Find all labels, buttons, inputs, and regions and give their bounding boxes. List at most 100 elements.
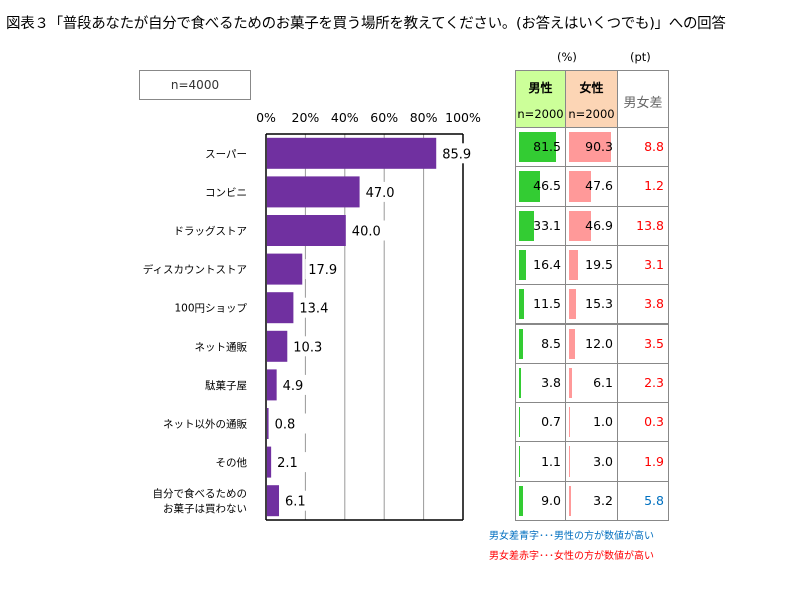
value-label-backdrop bbox=[274, 452, 313, 473]
female-cell: 12.0 bbox=[565, 323, 618, 364]
value-label-backdrop bbox=[296, 297, 335, 318]
male-bar bbox=[519, 485, 524, 516]
female-bar bbox=[569, 171, 592, 202]
category-label-line: ネット以外の通販 bbox=[163, 419, 247, 431]
diff-value: 3.1 bbox=[644, 257, 664, 273]
legend-red-note: 男女差赤字･･･女性の方が数値が高い bbox=[489, 551, 654, 562]
value-label-backdrop bbox=[290, 336, 329, 357]
bar bbox=[267, 446, 272, 478]
category-label-line: お菓子は買わない bbox=[163, 503, 247, 515]
value-label: 40.0 bbox=[352, 225, 381, 240]
male-value: 11.5 bbox=[533, 296, 561, 312]
male-value: 16.4 bbox=[533, 257, 561, 273]
male-value: 1.1 bbox=[541, 453, 561, 469]
diff-value: 8.8 bbox=[644, 139, 664, 155]
female-value: 12.0 bbox=[585, 335, 613, 351]
female-header-n: n=2000 bbox=[568, 107, 615, 121]
unit-points: (pt) bbox=[630, 50, 651, 64]
female-header-label: 女性 bbox=[579, 81, 604, 95]
female-cell: 3.0 bbox=[565, 441, 618, 482]
female-header: 女性 n=2000 bbox=[565, 70, 618, 128]
diff-cell: 5.8 bbox=[617, 480, 669, 521]
value-label: 85.9 bbox=[442, 147, 471, 162]
x-tick-label: 20% bbox=[292, 110, 320, 125]
sample-size-label: n=4000 bbox=[170, 78, 220, 92]
female-bar bbox=[569, 446, 571, 477]
male-bar bbox=[519, 328, 523, 359]
x-tick-label: 40% bbox=[331, 110, 359, 125]
female-value: 15.3 bbox=[585, 296, 613, 312]
male-bar bbox=[519, 171, 540, 202]
bar bbox=[267, 330, 288, 362]
male-value: 81.5 bbox=[533, 139, 561, 155]
category-label: 100円ショップ bbox=[174, 303, 247, 315]
bar bbox=[267, 176, 360, 208]
female-bar bbox=[569, 289, 577, 320]
diff-value: 5.8 bbox=[644, 492, 664, 508]
female-bar bbox=[569, 132, 612, 163]
diff-value: 13.8 bbox=[636, 217, 664, 233]
x-tick-label: 60% bbox=[370, 110, 398, 125]
diff-value: 1.2 bbox=[644, 178, 664, 194]
category-label-line: 100円ショップ bbox=[174, 303, 247, 315]
diff-cell: 8.8 bbox=[617, 127, 669, 168]
value-label-backdrop bbox=[282, 490, 321, 511]
male-bar bbox=[519, 210, 534, 241]
x-tick-label: 0% bbox=[256, 110, 276, 125]
bar bbox=[267, 485, 280, 517]
diff-header: 男女差 bbox=[617, 70, 669, 128]
female-bar bbox=[569, 210, 592, 241]
diff-value: 2.3 bbox=[644, 374, 664, 390]
male-cell: 3.8 bbox=[515, 362, 566, 404]
male-bar bbox=[519, 407, 520, 438]
female-cell: 3.2 bbox=[565, 480, 618, 521]
female-cell: 90.3 bbox=[565, 127, 618, 168]
value-label: 13.4 bbox=[299, 302, 328, 317]
category-label: 駄菓子屋 bbox=[205, 379, 247, 392]
male-bar bbox=[519, 289, 525, 320]
category-label-line: コンビニ bbox=[205, 187, 247, 199]
female-bar bbox=[569, 485, 571, 516]
male-bar bbox=[519, 249, 527, 281]
value-label-backdrop bbox=[279, 374, 318, 395]
bar bbox=[267, 408, 269, 439]
male-header-n: n=2000 bbox=[517, 107, 564, 121]
male-bar bbox=[519, 367, 521, 399]
value-label: 0.8 bbox=[275, 418, 296, 433]
diff-value: 1.9 bbox=[644, 453, 664, 469]
male-cell: 9.0 bbox=[515, 480, 566, 521]
category-label-line: 自分で食べるための bbox=[153, 487, 248, 500]
diff-cell: 3.5 bbox=[617, 323, 669, 364]
diff-cell: 13.8 bbox=[617, 205, 669, 246]
male-cell: 0.7 bbox=[515, 402, 566, 443]
male-cell: 81.5 bbox=[515, 127, 566, 168]
value-label-backdrop bbox=[348, 220, 387, 241]
category-label: ネット通販 bbox=[195, 341, 248, 353]
bar bbox=[267, 215, 346, 246]
male-value: 46.5 bbox=[533, 178, 561, 194]
diff-value: 0.3 bbox=[644, 414, 664, 430]
female-bar bbox=[569, 407, 570, 438]
female-value: 90.3 bbox=[585, 139, 613, 155]
male-value: 9.0 bbox=[541, 492, 561, 508]
male-header: 男性 n=2000 bbox=[515, 70, 566, 128]
diff-cell: 3.8 bbox=[617, 284, 669, 325]
diff-cell: 2.3 bbox=[617, 362, 669, 404]
category-label: コンビニ bbox=[205, 187, 247, 199]
category-label: その他 bbox=[216, 456, 248, 469]
male-cell: 46.5 bbox=[515, 166, 566, 207]
category-label: スーパー bbox=[205, 148, 247, 160]
category-label-line: ドラッグストア bbox=[174, 225, 248, 238]
female-value: 3.0 bbox=[593, 453, 613, 469]
male-bar bbox=[519, 132, 556, 163]
female-value: 19.5 bbox=[585, 257, 613, 273]
female-value: 6.1 bbox=[593, 374, 613, 390]
female-bar bbox=[569, 367, 572, 399]
diff-header-label: 男女差 bbox=[623, 96, 663, 111]
male-cell: 16.4 bbox=[515, 244, 566, 286]
female-cell: 46.9 bbox=[565, 205, 618, 246]
bar bbox=[267, 369, 277, 401]
legend-blue-note: 男女差青字･･･男性の方が数値が高い bbox=[489, 531, 654, 542]
male-value: 8.5 bbox=[541, 335, 561, 351]
diff-cell: 0.3 bbox=[617, 402, 669, 443]
